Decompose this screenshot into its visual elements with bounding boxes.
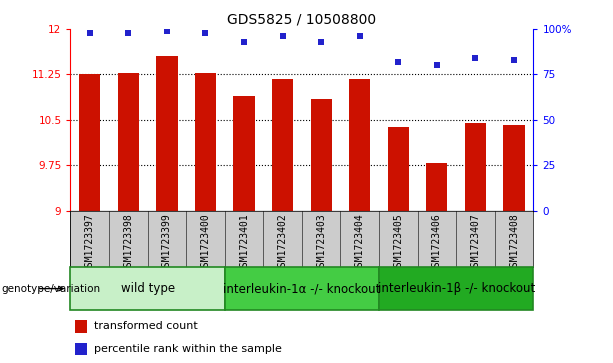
Bar xyxy=(349,79,370,211)
Text: GSM1723406: GSM1723406 xyxy=(432,213,442,272)
Point xyxy=(85,30,94,36)
Text: GSM1723398: GSM1723398 xyxy=(123,213,134,272)
Bar xyxy=(195,73,216,211)
Point xyxy=(316,39,326,45)
Text: GSM1723397: GSM1723397 xyxy=(85,213,95,272)
Point xyxy=(355,33,365,39)
Text: GSM1723405: GSM1723405 xyxy=(394,213,403,272)
Text: percentile rank within the sample: percentile rank within the sample xyxy=(94,344,281,354)
Bar xyxy=(426,163,447,211)
Bar xyxy=(387,127,409,211)
Text: GSM1723408: GSM1723408 xyxy=(509,213,519,272)
Text: interleukin-1α -/- knockout: interleukin-1α -/- knockout xyxy=(223,282,381,295)
Text: GSM1723401: GSM1723401 xyxy=(239,213,249,272)
Point xyxy=(200,30,210,36)
Bar xyxy=(225,267,379,310)
Text: wild type: wild type xyxy=(121,282,175,295)
Bar xyxy=(465,123,486,211)
Point xyxy=(123,30,133,36)
Bar xyxy=(79,74,101,211)
Bar xyxy=(311,99,332,211)
Bar xyxy=(503,125,525,211)
Point xyxy=(278,33,287,39)
Point xyxy=(471,55,481,61)
Bar xyxy=(75,320,86,333)
Text: genotype/variation: genotype/variation xyxy=(1,284,101,294)
Text: GSM1723403: GSM1723403 xyxy=(316,213,326,272)
Point xyxy=(162,28,172,34)
Text: GSM1723404: GSM1723404 xyxy=(355,213,365,272)
Bar xyxy=(156,56,178,211)
Point xyxy=(432,62,442,68)
Text: transformed count: transformed count xyxy=(94,321,197,331)
Text: GSM1723402: GSM1723402 xyxy=(278,213,287,272)
Bar xyxy=(234,95,254,211)
Text: interleukin-1β -/- knockout: interleukin-1β -/- knockout xyxy=(378,282,535,295)
Text: GSM1723399: GSM1723399 xyxy=(162,213,172,272)
Bar xyxy=(272,79,293,211)
Text: GSM1723400: GSM1723400 xyxy=(200,213,210,272)
Bar xyxy=(70,267,225,310)
Point xyxy=(509,57,519,63)
Bar xyxy=(379,267,533,310)
Bar xyxy=(118,73,139,211)
Point xyxy=(394,59,403,65)
Text: GSM1723407: GSM1723407 xyxy=(470,213,481,272)
Bar xyxy=(75,343,86,355)
Title: GDS5825 / 10508800: GDS5825 / 10508800 xyxy=(227,12,376,26)
Point xyxy=(239,39,249,45)
